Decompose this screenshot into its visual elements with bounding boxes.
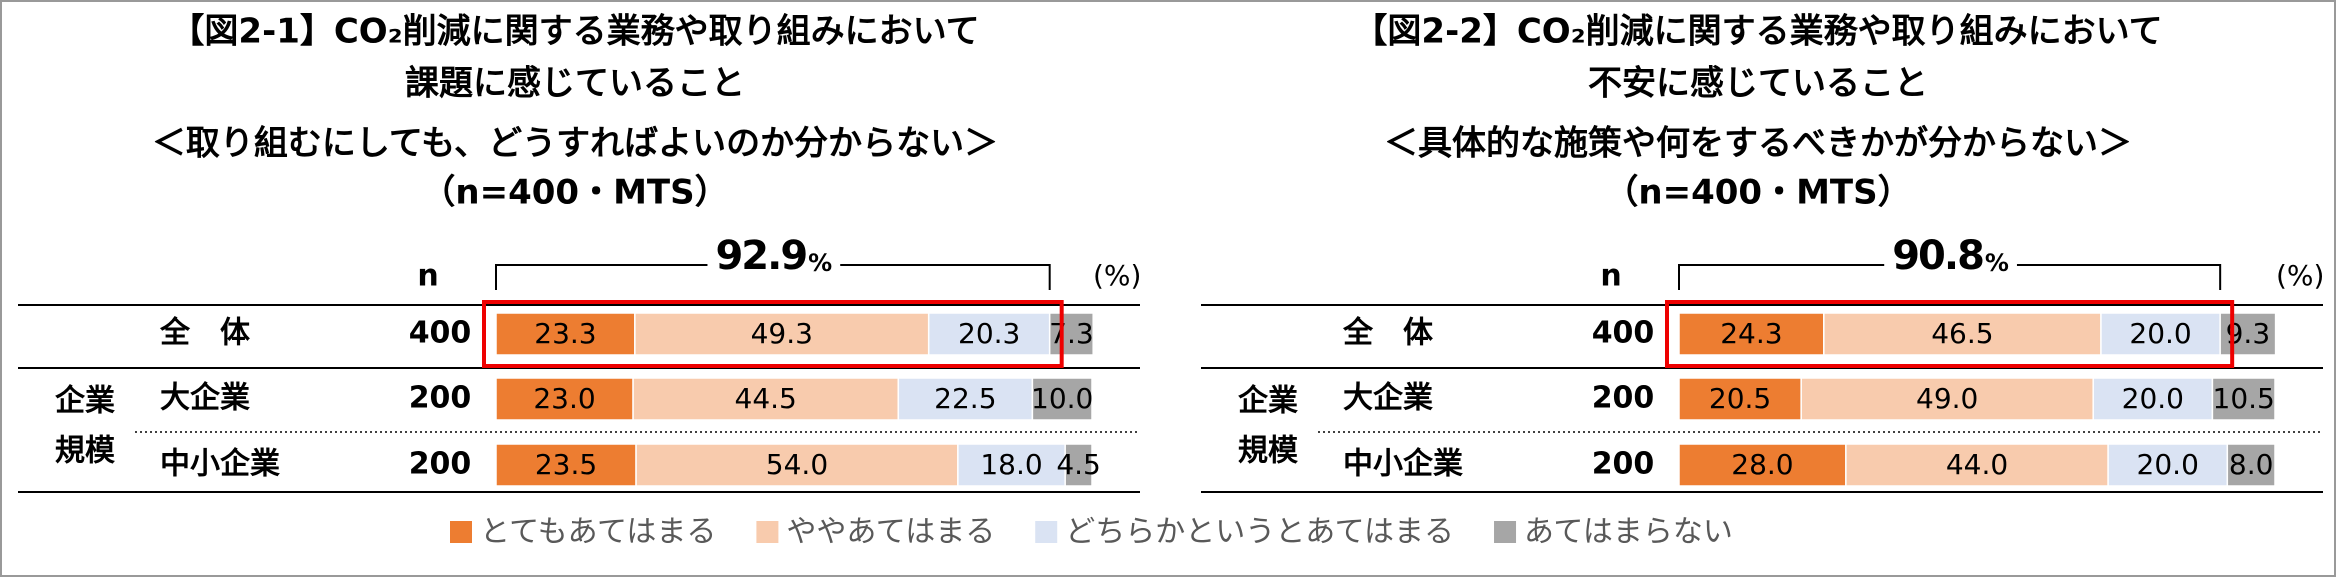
legend-label: とてもあてはまる [480,515,716,550]
value-label: 10.0 [1031,382,1093,415]
value-label: 20.3 [958,317,1020,350]
legend-swatch [756,521,779,543]
bar-segment [495,312,636,356]
value-label: 18.0 [980,448,1042,481]
chart-title: 【図2-1】CO₂削減に関する業務や取り組みにおいて [170,12,979,52]
bar-segment [927,312,1051,356]
value-label: 46.5 [1931,317,1993,350]
value-label: 20.0 [2122,382,2184,415]
n-value: 200 [409,381,472,416]
category-label: 大企業 [1343,381,1433,416]
value-label: 10.5 [2213,382,2275,415]
chart-title: 課題に感じていること [405,64,745,104]
bar-segment [2211,377,2276,421]
bar-segment [1800,377,2094,421]
bar-segment [1678,443,1847,487]
n-value: 400 [409,316,472,351]
value-label: 20.0 [2137,448,2199,481]
n-header: n [417,259,438,294]
n-value: 200 [1592,381,1655,416]
chart-title: （n=400・MTS） [1604,173,1911,213]
value-label: 23.5 [535,448,597,481]
value-label: 23.3 [534,317,596,350]
total-label: 92.9 [715,233,806,279]
category-label: 中小企業 [160,447,280,482]
category-label: 全 体 [159,316,251,351]
value-label: 23.0 [533,382,595,415]
total-group: 90.8% [1892,233,2009,279]
total-unit: % [1985,249,2009,277]
value-label: 28.0 [1731,448,1793,481]
chart-title: 【図2-2】CO₂削減に関する業務や取り組みにおいて [1353,12,2162,52]
bar-segment [1845,443,2109,487]
total-label: 90.8 [1892,233,1983,279]
chart-title: （n=400・MTS） [421,173,728,213]
highlight-box [1665,300,2235,368]
highlight-box [482,300,1064,368]
bar-segment [495,443,637,487]
bar-segment [957,443,1066,487]
bar-segment [1823,312,2102,356]
unit-label: (%) [2276,259,2324,292]
value-label: 44.5 [735,382,797,415]
bar-segment [2219,312,2277,356]
n-value: 200 [409,447,472,482]
legend-swatch [1035,521,1058,543]
total-unit: % [808,249,832,277]
chart-title: ＜取り組むにしても、どうすればよいのか分からない＞ [152,124,998,164]
bracket [495,264,1051,290]
unit-label: (%) [1093,259,1141,292]
bar-segment [495,377,634,421]
bar-segment [1678,377,1802,421]
legend-label: ややあてはまる [786,515,995,550]
group-label: 規模 [1238,434,1298,469]
category-label: 全 体 [1342,316,1434,351]
bar-segment [1048,312,1094,356]
chart-title: ＜具体的な施策や何をするべきかが分からない＞ [1384,124,2132,164]
total-group: 92.9% [715,233,832,279]
value-label: 20.5 [1709,382,1771,415]
value-label: 49.3 [751,317,813,350]
bar-segment [2092,377,2214,421]
value-label: 20.0 [2129,317,2191,350]
legend-label: どちらかというとあてはまる [1065,515,1454,550]
value-label: 54.0 [766,448,828,481]
bar-segment [632,377,900,421]
group-label: 企業 [1238,384,1298,419]
n-value: 400 [1592,316,1655,351]
bar-segment [1031,377,1093,421]
legend-swatch [450,521,472,543]
category-label: 大企業 [160,381,250,416]
category-label: 中小企業 [1343,447,1463,482]
bar-segment [634,312,930,356]
bar-segment [2226,443,2276,487]
bar-segment [1064,443,1093,487]
bar-segment [635,443,959,487]
value-label: 7.3 [1049,317,1094,350]
value-label: 24.3 [1720,317,1782,350]
chart-title: 不安に感じていること [1588,64,1928,104]
value-label: 4.5 [1056,448,1101,481]
value-label: 49.0 [1916,382,1978,415]
bar-segment [2100,312,2221,356]
n-value: 200 [1592,447,1655,482]
group-label: 企業 [55,384,115,419]
n-header: n [1600,259,1621,294]
bar-segment [2107,443,2229,487]
value-label: 44.0 [1946,448,2008,481]
bracket [1678,264,2222,290]
value-label: 8.0 [2229,448,2274,481]
group-label: 規模 [55,434,115,469]
value-label: 22.5 [934,382,996,415]
legend-swatch [1494,521,1517,543]
legend-label: あてはまらない [1524,515,1733,550]
